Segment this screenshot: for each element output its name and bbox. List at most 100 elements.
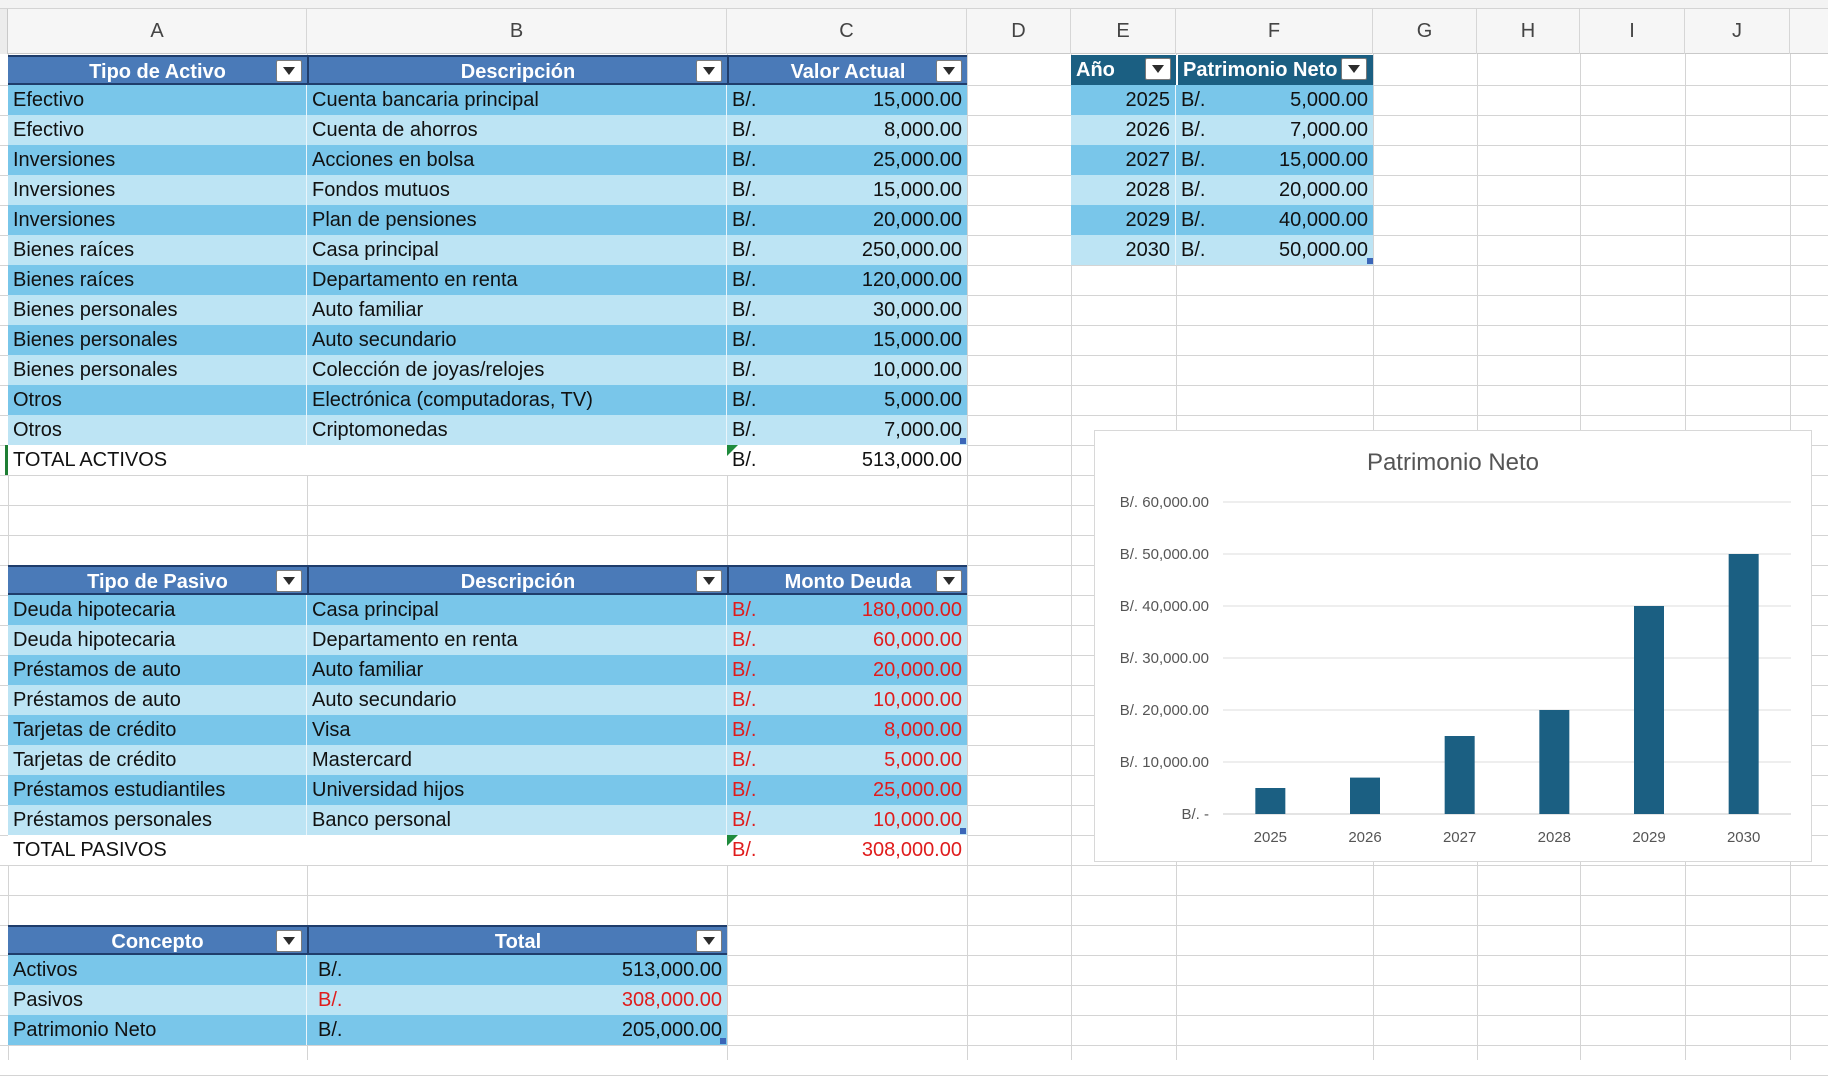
assets-total-row[interactable]: TOTAL ACTIVOS B/. 513,000.00 (8, 445, 967, 475)
liability-type-cell[interactable]: Préstamos estudiantiles (8, 775, 307, 805)
filter-dropdown-icon[interactable] (1341, 58, 1367, 80)
currency-symbol-cell[interactable]: B/. (732, 149, 757, 171)
currency-symbol-cell[interactable]: B/. (732, 239, 757, 261)
liabilities-total-row[interactable]: TOTAL PASIVOS B/. 308,000.00 (8, 835, 967, 865)
currency-symbol-cell[interactable]: B/. (1181, 149, 1206, 171)
year-cell[interactable]: 2029 (1071, 205, 1176, 235)
networth-header-cell[interactable]: Patrimonio Neto (1176, 55, 1373, 85)
year-cell[interactable]: 2026 (1071, 115, 1176, 145)
column-header-e[interactable]: E (1071, 9, 1176, 54)
year-header-cell[interactable]: Año (1076, 59, 1115, 81)
asset-description-cell[interactable]: Electrónica (computadoras, TV) (307, 385, 727, 415)
summary-concept-cell[interactable]: Activos (8, 955, 307, 985)
asset-type-cell[interactable]: Bienes personales (8, 295, 307, 325)
asset-type-cell[interactable]: Inversiones (8, 205, 307, 235)
filter-dropdown-icon[interactable] (276, 930, 302, 952)
networth-row[interactable]: 2029 B/. 40,000.00 (1071, 205, 1373, 235)
asset-value-cell[interactable]: 15,000.00 (873, 329, 962, 351)
currency-symbol-cell[interactable]: B/. (732, 299, 757, 321)
table-resize-handle[interactable] (720, 1038, 726, 1044)
assets-row[interactable]: Inversiones Acciones en bolsa B/. 25,000.00 (8, 145, 967, 175)
asset-description-cell[interactable]: Casa principal (307, 235, 727, 265)
summary-total-cell[interactable]: 205,000.00 (621, 1019, 722, 1041)
summary-concept-cell[interactable]: Patrimonio Neto (8, 1015, 307, 1045)
currency-symbol-cell[interactable]: B/. (732, 749, 757, 771)
currency-symbol-cell[interactable]: B/. (1181, 179, 1206, 201)
liability-amount-cell[interactable]: 8,000.00 (884, 719, 962, 741)
currency-symbol-cell[interactable]: B/. (732, 329, 757, 351)
currency-symbol-cell[interactable]: B/. (732, 809, 757, 831)
assets-row[interactable]: Efectivo Cuenta de ahorros B/. 8,000.00 (8, 115, 967, 145)
column-header-j[interactable]: J (1685, 9, 1790, 54)
asset-type-cell[interactable]: Otros (8, 385, 307, 415)
liability-amount-cell[interactable]: 60,000.00 (873, 629, 962, 651)
liabilities-row[interactable]: Tarjetas de crédito Visa B/. 8,000.00 (8, 715, 967, 745)
liability-amount-cell[interactable]: 20,000.00 (873, 659, 962, 681)
liability-type-cell[interactable]: Préstamos de auto (8, 655, 307, 685)
filter-dropdown-icon[interactable] (696, 570, 722, 592)
networth-value-cell[interactable]: 20,000.00 (1279, 179, 1368, 201)
networth-row[interactable]: 2030 B/. 50,000.00 (1071, 235, 1373, 265)
summary-row[interactable]: Pasivos B/. 308,000.00 (8, 985, 727, 1015)
networth-row[interactable]: 2025 B/. 5,000.00 (1071, 85, 1373, 115)
liability-description-cell[interactable]: Banco personal (307, 805, 727, 835)
column-header-d[interactable]: D (967, 9, 1071, 54)
networth-row[interactable]: 2027 B/. 15,000.00 (1071, 145, 1373, 175)
asset-description-cell[interactable]: Auto secundario (307, 325, 727, 355)
networth-value-cell[interactable]: 40,000.00 (1279, 209, 1368, 231)
asset-value-cell[interactable]: 120,000.00 (861, 269, 962, 291)
currency-symbol-cell[interactable]: B/. (1181, 209, 1206, 231)
table-resize-handle[interactable] (960, 438, 966, 444)
bar-2029[interactable] (1634, 606, 1664, 814)
assets-row[interactable]: Bienes raíces Departamento en renta B/. 120… (8, 265, 967, 295)
assets-row[interactable]: Otros Electrónica (computadoras, TV) B/. 5,… (8, 385, 967, 415)
total-liabilities-value[interactable]: 308,000.00 (861, 839, 962, 861)
asset-description-cell[interactable]: Plan de pensiones (307, 205, 727, 235)
asset-description-cell[interactable]: Colección de joyas/relojes (307, 355, 727, 385)
asset-value-cell[interactable]: 30,000.00 (873, 299, 962, 321)
currency-symbol-cell[interactable]: B/. (732, 629, 757, 651)
liabilities-header-cell[interactable]: Monto Deuda (727, 567, 967, 597)
networth-row[interactable]: 2028 B/. 20,000.00 (1071, 175, 1373, 205)
currency-symbol-cell[interactable]: B/. (732, 389, 757, 411)
networth-value-cell[interactable]: 15,000.00 (1279, 149, 1368, 171)
liabilities-row[interactable]: Préstamos de auto Auto secundario B/. 10,00… (8, 685, 967, 715)
assets-row[interactable]: Bienes raíces Casa principal B/. 250,000.00 (8, 235, 967, 265)
liability-description-cell[interactable]: Auto secundario (307, 685, 727, 715)
asset-description-cell[interactable]: Acciones en bolsa (307, 145, 727, 175)
currency-symbol-cell[interactable]: B/. (732, 209, 757, 231)
filter-dropdown-icon[interactable] (276, 60, 302, 82)
year-cell[interactable]: 2030 (1071, 235, 1176, 265)
liabilities-row[interactable]: Préstamos estudiantiles Universidad hijos… (8, 775, 967, 805)
filter-dropdown-icon[interactable] (276, 570, 302, 592)
assets-row[interactable]: Bienes personales Auto familiar B/. 30,000.… (8, 295, 967, 325)
assets-header-cell[interactable]: Descripción (307, 57, 727, 87)
liabilities-row[interactable]: Deuda hipotecaria Departamento en renta B/… (8, 625, 967, 655)
currency-symbol-cell[interactable]: B/. (318, 1019, 343, 1041)
asset-type-cell[interactable]: Otros (8, 415, 307, 445)
currency-symbol-cell[interactable]: B/. (732, 839, 757, 861)
summary-header-cell[interactable]: Concepto (111, 931, 204, 953)
currency-symbol-cell[interactable]: B/. (1181, 119, 1206, 141)
asset-description-cell[interactable]: Departamento en renta (307, 265, 727, 295)
select-all-corner[interactable] (0, 9, 8, 54)
bar-2030[interactable] (1728, 554, 1759, 814)
liabilities-row[interactable]: Préstamos personales Banco personal B/. 10,… (8, 805, 967, 835)
total-liabilities-label[interactable]: TOTAL PASIVOS (13, 839, 167, 861)
asset-type-cell[interactable]: Bienes raíces (8, 235, 307, 265)
networth-value-cell[interactable]: 7,000.00 (1290, 119, 1368, 141)
liabilities-header-cell[interactable]: Descripción (307, 567, 727, 597)
assets-header-cell[interactable]: Tipo de Activo (89, 61, 226, 83)
currency-symbol-cell[interactable]: B/. (732, 689, 757, 711)
summary-concept-cell[interactable]: Pasivos (8, 985, 307, 1015)
liabilities-row[interactable]: Deuda hipotecaria Casa principal B/. 180,00… (8, 595, 967, 625)
currency-symbol-cell[interactable]: B/. (732, 119, 757, 141)
liabilities-row[interactable]: Préstamos de auto Auto familiar B/. 20,000.… (8, 655, 967, 685)
currency-symbol-cell[interactable]: B/. (732, 359, 757, 381)
liabilities-row[interactable]: Tarjetas de crédito Mastercard B/. 5,000.00 (8, 745, 967, 775)
filter-dropdown-icon[interactable] (696, 930, 722, 952)
assets-row[interactable]: Efectivo Cuenta bancaria principal B/. 15,0… (8, 85, 967, 115)
year-cell[interactable]: 2027 (1071, 145, 1176, 175)
currency-symbol-cell[interactable]: B/. (732, 599, 757, 621)
currency-symbol-cell[interactable]: B/. (318, 989, 343, 1011)
